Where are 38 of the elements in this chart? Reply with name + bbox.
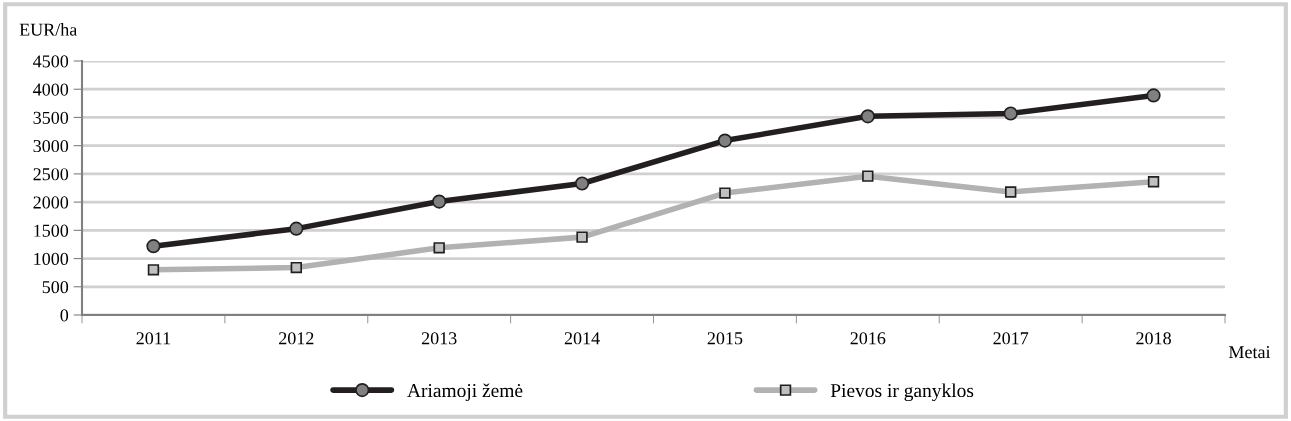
point: [1147, 176, 1160, 188]
point: [574, 176, 590, 191]
y-tick-label: 2500: [33, 168, 69, 181]
x-tick-label: 2016: [850, 332, 886, 345]
point: [1003, 106, 1018, 121]
point: [576, 231, 588, 243]
point: [1004, 186, 1017, 198]
point: [1146, 88, 1161, 103]
y-tick-label: 1500: [34, 224, 69, 237]
x-tick-label: 2013: [421, 332, 457, 345]
y-tick-label: 4500: [33, 55, 69, 68]
y-tick-label: 3000: [33, 139, 69, 153]
x-tick-label: 2017: [993, 332, 1029, 345]
point: [146, 239, 161, 254]
point: [862, 170, 874, 182]
x-tick-label: 2012: [279, 332, 314, 345]
point: [147, 264, 160, 276]
y-tick-label: 2000: [33, 196, 69, 209]
x-axis-title: Metai: [1228, 346, 1271, 359]
y-tick-label: 3500: [33, 111, 69, 124]
point: [433, 242, 445, 254]
point: [717, 133, 733, 148]
y-axis-title: EUR/ha: [19, 23, 78, 36]
point: [860, 109, 875, 124]
point: [290, 261, 303, 274]
y-tick-label: 500: [42, 281, 69, 294]
point: [289, 221, 304, 236]
y-tick-label: 1000: [34, 252, 69, 265]
point: [432, 194, 447, 209]
legend-label: Ariamoji žemė: [407, 383, 523, 402]
x-tick-label: 2015: [707, 332, 743, 345]
legend-label: Pievos ir ganyklos: [830, 383, 974, 402]
y-tick-label: 0: [60, 309, 69, 322]
y-tick-label: 4000: [33, 83, 69, 96]
point: [719, 187, 731, 199]
x-tick-label: 2011: [136, 332, 171, 345]
x-tick-label: 2018: [1136, 332, 1171, 345]
x-tick-label: 2014: [564, 332, 600, 345]
